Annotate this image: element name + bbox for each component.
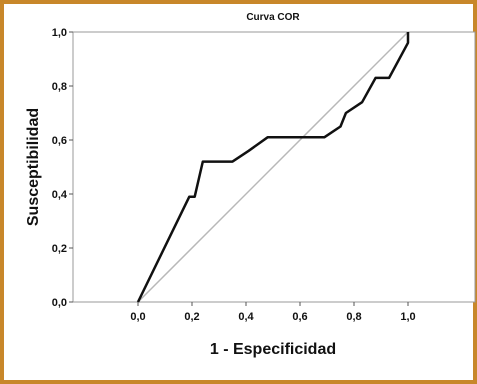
series-layer (136, 31, 410, 303)
x-tick-label: 0,2 (184, 311, 199, 323)
chart-title: Curva COR (246, 12, 300, 23)
y-axis-title: Susceptibilidad (25, 108, 42, 226)
x-tick-label: 1,0 (400, 311, 415, 323)
y-tick-label: 0,2 (52, 243, 67, 255)
y-tick-label: 0,8 (52, 81, 67, 93)
y-tick-label: 0,0 (52, 297, 67, 309)
y-tick-label: 0,6 (52, 135, 67, 147)
y-tick-label: 1,0 (52, 27, 67, 39)
reference-diagonal-line (137, 31, 409, 303)
y-tick-label: 0,4 (52, 189, 68, 201)
x-tick-label: 0,8 (346, 311, 361, 323)
x-axis-ticks: 0,0 0,2 0,4 0,6 0,8 1,0 (130, 302, 416, 323)
x-tick-label: 0,6 (292, 311, 307, 323)
y-axis-ticks: 0,0 0,2 0,4 0,6 0,8 1,0 (52, 27, 73, 309)
roc-curve-line (136, 32, 410, 303)
x-tick-label: 0,4 (238, 311, 254, 323)
x-tick-label: 0,0 (130, 311, 145, 323)
x-axis-title: 1 - Especificidad (210, 341, 336, 358)
